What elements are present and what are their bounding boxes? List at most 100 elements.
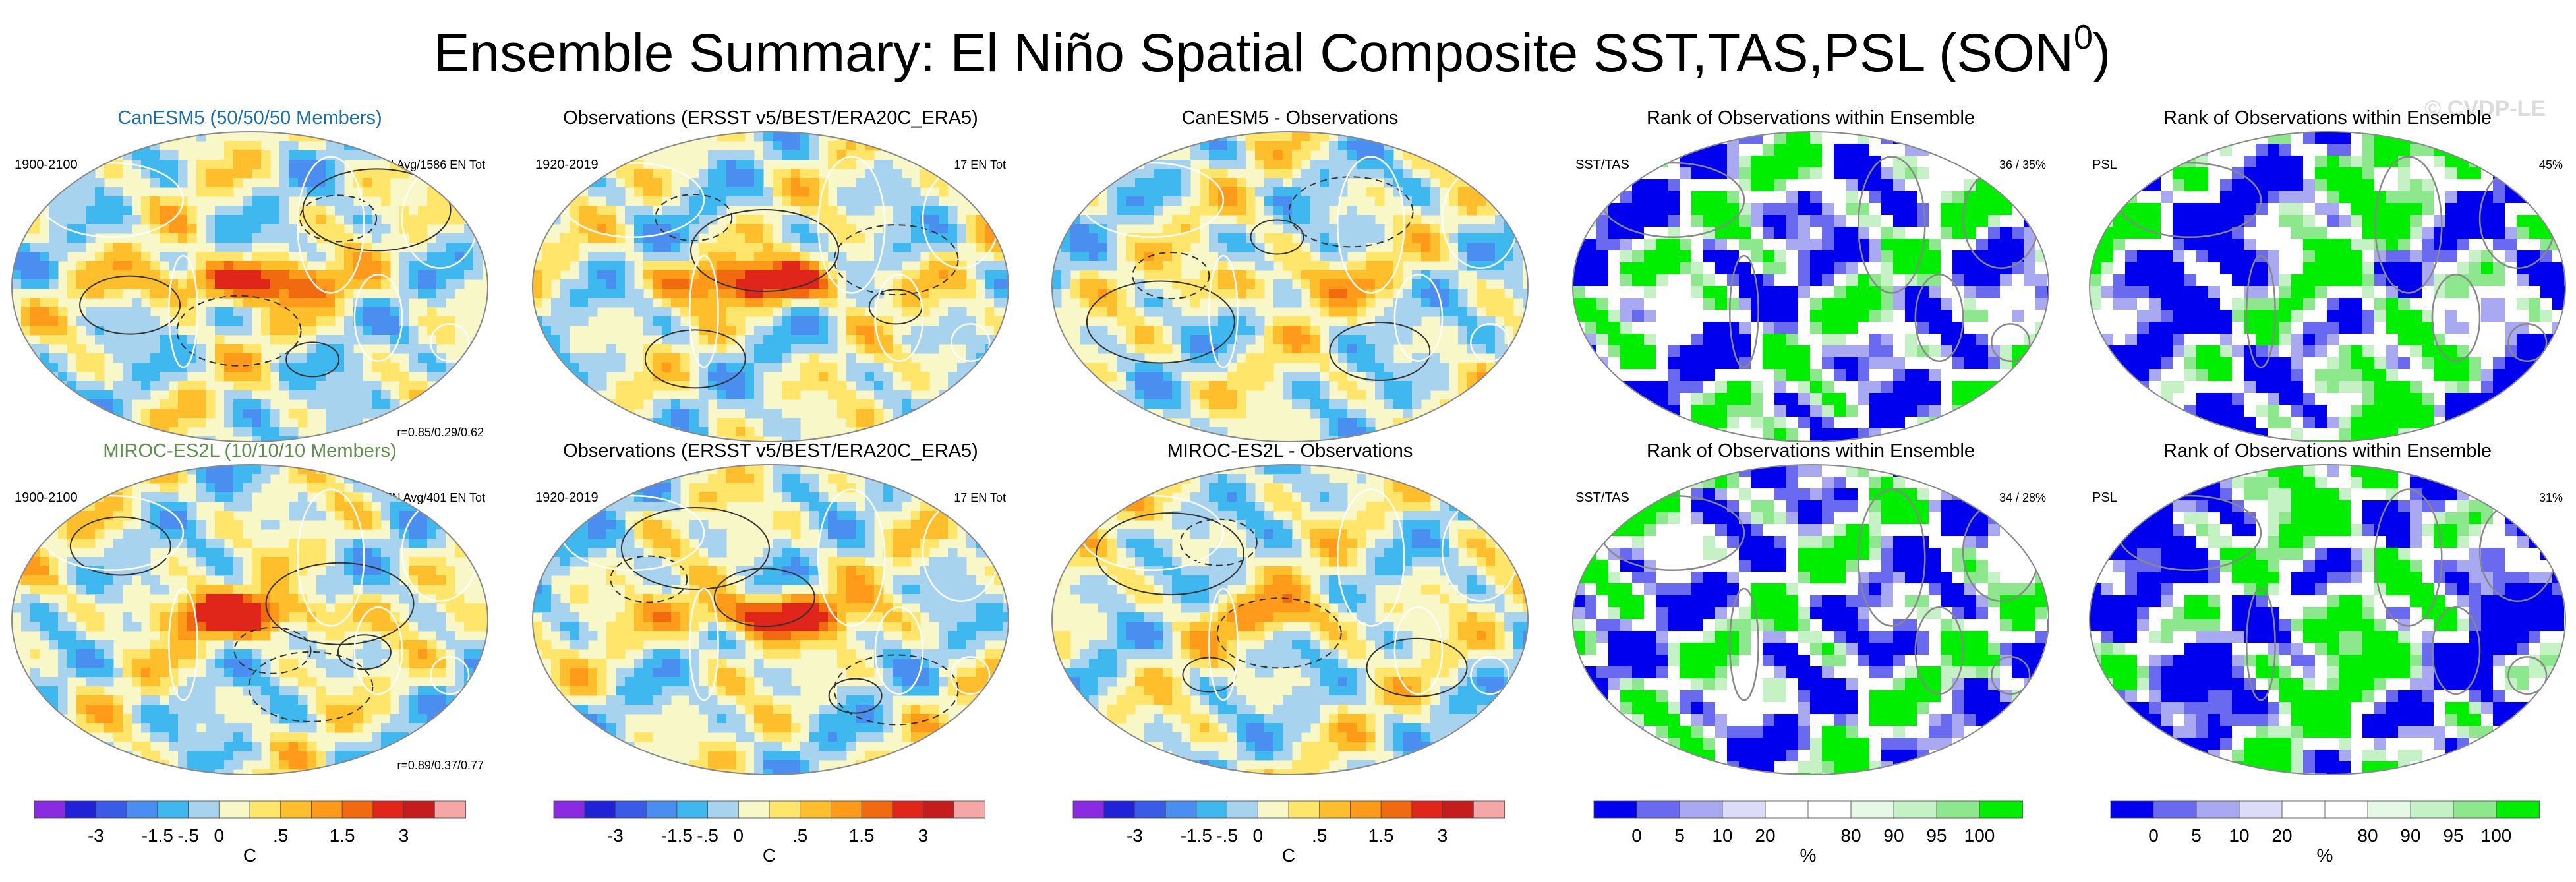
p25-continent-outline <box>2374 488 2443 627</box>
panel-correlation-label: r=0.85/0.29/0.62 <box>397 426 484 439</box>
panel-period-label: 1900-2100 <box>15 490 78 505</box>
temperature-col3-colorbar-tick: -1.5 <box>1181 825 1212 846</box>
p12-continent-outline <box>689 254 719 368</box>
panel-period-label: PSL <box>2092 490 2117 505</box>
rank-col5-colorbar-swatch <box>2239 800 2283 819</box>
panel-p12: Observations (ERSST v5/BEST/ERA20C_ERA5)… <box>532 107 1009 442</box>
p21-map-frame <box>11 464 488 775</box>
temperature-col1-colorbar-swatch <box>218 800 250 819</box>
temperature-col1-colorbar-swatch <box>249 800 281 819</box>
watermark: © CVDP-LE <box>2424 96 2546 121</box>
panel-p25: Rank of Observations within Ensemble PSL 3… <box>2089 440 2566 775</box>
panel-count-label: 34 / 28% <box>1999 491 2046 504</box>
temperature-col1-colorbar-swatch <box>65 800 97 819</box>
rank-col5-colorbar-swatch <box>2453 800 2497 819</box>
panel-title: Rank of Observations within Ensemble <box>1647 107 1975 129</box>
p22-continent-outline <box>689 587 719 701</box>
temperature-col2-colorbar-tick: -.5 <box>697 825 718 846</box>
p11-continent-outline <box>296 156 365 294</box>
temperature-col3-colorbar-swatch <box>1288 800 1320 819</box>
rank-col4-colorbar-tick: 100 <box>1964 825 1995 846</box>
rank-col5-colorbar-swatch <box>2153 800 2197 819</box>
temperature-col3-colorbar-swatch <box>1350 800 1382 819</box>
rank-col4-colorbar-swatch <box>1593 800 1637 819</box>
rank-col5-colorbar-swatch <box>2324 800 2368 819</box>
panel-period-label: 1920-2019 <box>535 490 599 505</box>
panel-title: Rank of Observations within Ensemble <box>2163 107 2492 129</box>
panel-title: Rank of Observations within Ensemble <box>1647 440 1975 461</box>
temperature-col1-colorbar-swatch <box>126 800 158 819</box>
p14-continent-outline <box>1914 273 1964 363</box>
p25-map-field <box>2090 465 2565 775</box>
temperature-col2-colorbar-tick: 1.5 <box>849 825 875 846</box>
figure-title-main: Ensemble Summary: El Niño Spatial Compos… <box>434 23 2074 83</box>
temperature-col2-colorbar-tick: .5 <box>792 825 807 846</box>
p12-map-frame <box>532 131 1009 442</box>
panel-p15: Rank of Observations within Ensemble PSL 4… <box>2089 107 2566 442</box>
temperature-col2-colorbar-unit: C <box>763 845 776 866</box>
map-panels: CanESM5 (50/50/50 Members)1900-2100 32 EN… <box>11 107 2566 775</box>
temperature-col2-colorbar-swatch <box>615 800 647 819</box>
panel-p24: Rank of Observations within Ensemble SST/… <box>1572 440 2049 775</box>
rank-col5-colorbar-tick: 10 <box>2229 825 2249 846</box>
p14-continent-outline <box>1729 254 1759 368</box>
p11-continent-outline <box>168 254 198 368</box>
temperature-col1-colorbar-swatch <box>188 800 220 819</box>
p14-map-frame <box>1572 131 2049 442</box>
temperature-col3-colorbar-swatch <box>1257 800 1289 819</box>
rank-col4-colorbar: 0 5 10 20 80 90 95 100% <box>1593 800 2023 866</box>
temperature-col2-colorbar-swatch <box>800 800 832 819</box>
temperature-col1-colorbar-tick: -.5 <box>177 825 199 846</box>
p14-map-field <box>1573 132 2049 442</box>
p22-map-field <box>533 465 1009 775</box>
rank-col4-colorbar-swatch <box>1850 800 1894 819</box>
temperature-col1-colorbar-swatch <box>372 800 405 819</box>
rank-col4-colorbar-tick: 5 <box>1674 825 1685 846</box>
panel-p23: MIROC-ES2L - Observations <box>1051 440 1529 775</box>
temperature-col3-colorbar-unit: C <box>1282 845 1295 866</box>
temperature-col1-colorbar-swatch <box>280 800 312 819</box>
temperature-col3-colorbar-swatch <box>1319 800 1351 819</box>
rank-col4-colorbar-swatch <box>1807 800 1852 819</box>
panel-p11: CanESM5 (50/50/50 Members)1900-2100 32 EN… <box>11 107 488 442</box>
temperature-col3-colorbar-tick: 3 <box>1438 825 1448 846</box>
temperature-col2-colorbar: -3 -1.5 -.5 0 .5 1.5 3 C <box>553 800 985 866</box>
rank-col4-colorbar-swatch <box>1893 800 1937 819</box>
panel-p21: MIROC-ES2L (10/10/10 Members)1900-2100 40… <box>11 440 488 775</box>
p15-map-frame <box>2089 131 2566 442</box>
rank-col4-colorbar-swatch <box>1765 800 1809 819</box>
rank-col4-colorbar-swatch <box>1679 800 1723 819</box>
temperature-col3-colorbar-tick: .5 <box>1312 825 1327 846</box>
p13-continent-outline <box>1208 254 1239 368</box>
rank-col4-colorbar-swatch <box>1636 800 1680 819</box>
panel-title: Observations (ERSST v5/BEST/ERA20C_ERA5) <box>563 440 978 461</box>
panel-p22: Observations (ERSST v5/BEST/ERA20C_ERA5)… <box>532 440 1009 775</box>
p25-continent-outline <box>2246 587 2276 701</box>
panel-title: Rank of Observations within Ensemble <box>2163 440 2492 461</box>
temperature-col1-colorbar-unit: C <box>243 845 256 866</box>
rank-col5-colorbar-swatch <box>2496 800 2540 819</box>
panel-period-label: SST/TAS <box>1575 158 1629 172</box>
p21-continent-outline <box>430 656 470 695</box>
p25-map-frame <box>2089 464 2566 775</box>
p23-continent-outline <box>1470 656 1510 695</box>
rank-col5-colorbar-swatch <box>2110 800 2154 819</box>
figure-title: Ensemble Summary: El Niño Spatial Compos… <box>434 18 2111 83</box>
panel-title: MIROC-ES2L - Observations <box>1167 440 1413 461</box>
temperature-col3-colorbar-swatch <box>1473 800 1505 819</box>
p11-map-field <box>12 132 488 442</box>
p23-continent-outline <box>1393 606 1444 695</box>
temperature-col3-colorbar-swatch <box>1227 800 1259 819</box>
p14-continent-outline <box>1991 323 2031 363</box>
p13-continent-outline <box>1393 273 1444 363</box>
panel-title: MIROC-ES2L (10/10/10 Members) <box>103 440 396 461</box>
temperature-col2-colorbar-tick: -3 <box>607 825 624 846</box>
panel-p14: Rank of Observations within Ensemble SST/… <box>1572 107 2049 442</box>
temperature-col3-colorbar-swatch <box>1165 800 1197 819</box>
p22-continent-outline <box>951 656 991 695</box>
p13-continent-outline <box>1336 156 1405 294</box>
temperature-col3-colorbar-swatch <box>1196 800 1228 819</box>
rank-col4-colorbar-tick: 95 <box>1926 825 1947 846</box>
p24-map-frame <box>1572 464 2049 775</box>
